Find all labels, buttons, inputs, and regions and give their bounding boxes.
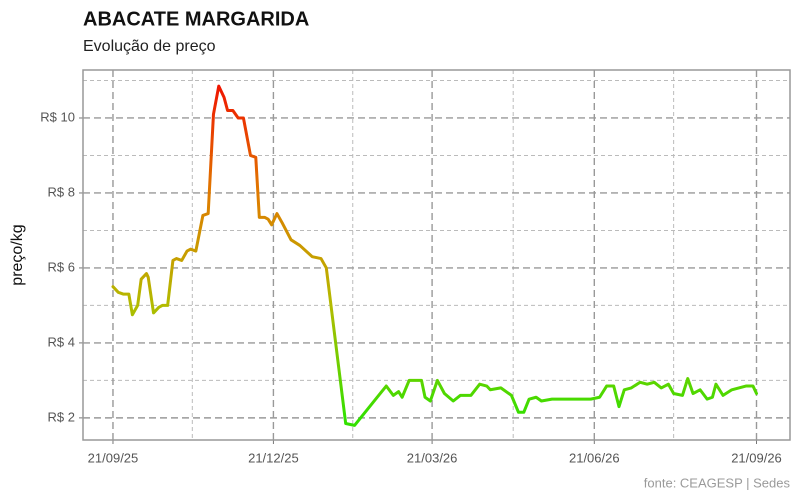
y-tick-label: R$ 8 [48,184,75,199]
chart-subtitle: Evolução de preço [83,38,216,55]
y-tick-label: R$ 6 [48,259,75,274]
source: fonte: CEAGESP | Sedes [644,475,791,490]
price-line [111,84,758,427]
x-tick-label: 21/09/26 [731,450,782,465]
x-tick-label: 21/09/25 [88,450,139,465]
y-tick-label: R$ 4 [48,334,75,349]
plot-frame [82,69,791,441]
y-axis-label: preço/kg [9,224,26,285]
x-tick-label: 21/06/26 [569,450,620,465]
y-tick-label: R$ 10 [40,109,75,124]
chart-title: ABACATE MARGARIDA [83,8,309,30]
y-tick-label: R$ 2 [48,409,75,424]
x-tick-label: 21/12/25 [248,450,299,465]
x-tick-label: 21/03/26 [407,450,458,465]
